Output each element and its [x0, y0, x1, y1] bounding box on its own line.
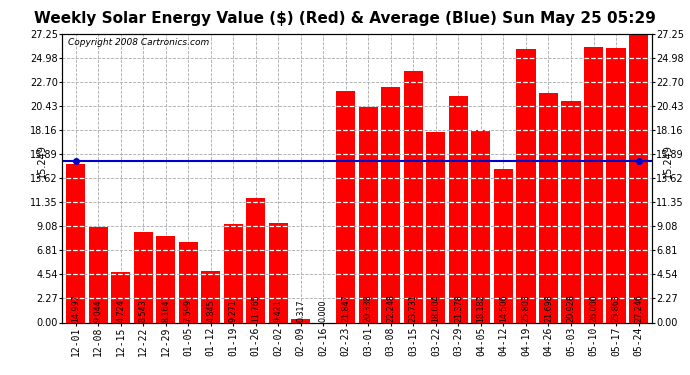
Text: 21.378: 21.378: [454, 294, 463, 322]
Text: 15.249: 15.249: [663, 144, 673, 178]
Text: 9.421: 9.421: [274, 299, 283, 322]
Text: 9.044: 9.044: [94, 299, 103, 322]
Bar: [382, 87, 400, 322]
Bar: [179, 242, 198, 322]
Text: 4.845: 4.845: [206, 299, 215, 322]
Bar: [359, 107, 378, 322]
Text: 26.000: 26.000: [589, 294, 598, 322]
Bar: [201, 271, 220, 322]
Text: 25.803: 25.803: [522, 294, 531, 322]
Bar: [156, 236, 175, 322]
Text: 14.997: 14.997: [71, 294, 80, 322]
Bar: [539, 93, 558, 322]
Text: 20.928: 20.928: [566, 294, 575, 322]
Bar: [336, 91, 355, 322]
Text: 27.246: 27.246: [634, 294, 643, 322]
Text: 20.338: 20.338: [364, 294, 373, 322]
Text: 11.765: 11.765: [251, 294, 260, 322]
Bar: [494, 169, 513, 322]
Bar: [426, 132, 446, 322]
Bar: [111, 273, 130, 322]
Bar: [88, 226, 108, 322]
Text: 4.724: 4.724: [116, 299, 125, 322]
Text: 18.182: 18.182: [476, 294, 486, 322]
Text: 7.599: 7.599: [184, 298, 193, 322]
Text: 18.004: 18.004: [431, 294, 440, 322]
Text: 14.506: 14.506: [499, 294, 508, 322]
Text: 8.164: 8.164: [161, 299, 170, 322]
Bar: [448, 96, 468, 322]
Bar: [224, 224, 243, 322]
Text: 0.317: 0.317: [296, 299, 305, 322]
Text: 0.000: 0.000: [319, 299, 328, 322]
Text: 21.847: 21.847: [342, 294, 351, 322]
Bar: [516, 49, 535, 322]
Bar: [291, 319, 310, 322]
Text: 22.248: 22.248: [386, 294, 395, 322]
Bar: [584, 47, 603, 322]
Bar: [268, 223, 288, 322]
Bar: [562, 101, 580, 322]
Bar: [629, 34, 648, 322]
Bar: [246, 198, 266, 322]
Bar: [404, 71, 423, 322]
Text: 8.543: 8.543: [139, 299, 148, 322]
Text: Copyright 2008 Cartronics.com: Copyright 2008 Cartronics.com: [68, 38, 209, 47]
Bar: [471, 130, 491, 322]
Text: Weekly Solar Energy Value ($) (Red) & Average (Blue) Sun May 25 05:29: Weekly Solar Energy Value ($) (Red) & Av…: [34, 11, 656, 26]
Bar: [66, 164, 85, 322]
Text: 23.731: 23.731: [409, 294, 418, 322]
Text: 15.249: 15.249: [37, 144, 47, 178]
Text: 21.698: 21.698: [544, 294, 553, 322]
Bar: [607, 48, 626, 322]
Bar: [134, 232, 152, 322]
Text: 25.863: 25.863: [611, 294, 620, 322]
Text: 9.271: 9.271: [228, 299, 238, 322]
